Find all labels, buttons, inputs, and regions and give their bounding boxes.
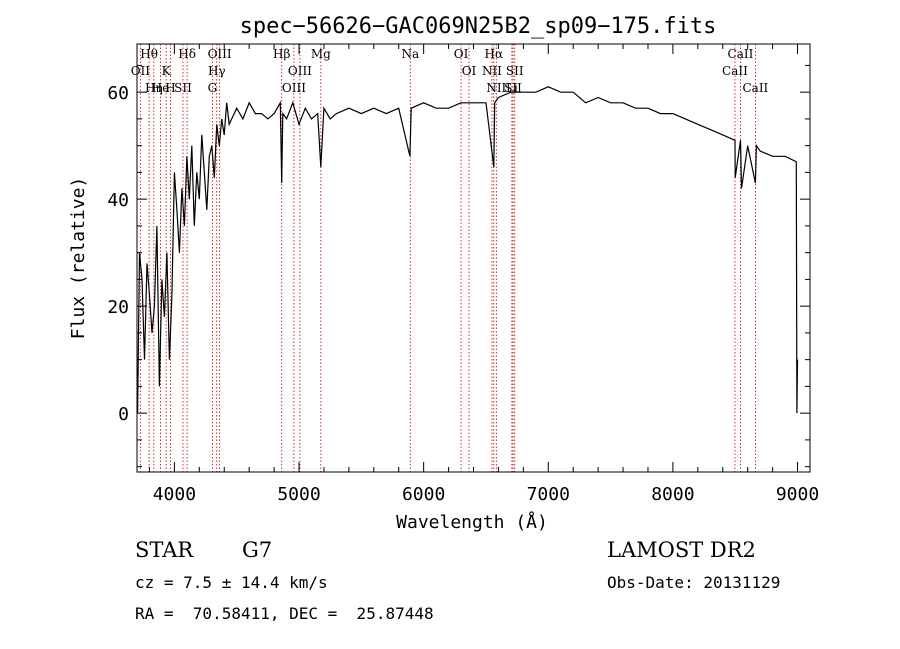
line-marker-label: SII <box>506 64 524 78</box>
object-class: STAR <box>135 538 194 562</box>
y-axis-ticks: 0 20 40 60 <box>107 64 810 468</box>
line-markers <box>139 44 756 472</box>
line-marker-label: CaII <box>742 81 768 95</box>
line-marker-label: SII <box>504 81 522 95</box>
line-marker-label: H <box>165 81 175 95</box>
line-marker-label: NII <box>482 64 502 78</box>
chart-title: spec−56626−GAC069N25B2_sp09−175.fits <box>240 14 717 39</box>
line-marker-label: Hα <box>485 47 504 61</box>
x-tick-label: 7000 <box>527 484 570 505</box>
line-marker-label: K <box>162 64 172 78</box>
line-marker-label: NII <box>486 81 506 95</box>
y-tick-label: 0 <box>118 404 129 425</box>
line-marker-label: OI <box>462 64 477 78</box>
x-tick-label: 6000 <box>402 484 445 505</box>
y-axis-label: Flux (relative) <box>68 177 89 340</box>
line-marker-label: OII <box>131 64 151 78</box>
line-marker-label: OIII <box>288 64 312 78</box>
plot-frame <box>136 43 811 473</box>
observation-date: Obs-Date: 20131129 <box>607 573 781 592</box>
line-marker-label: CaII <box>728 47 754 61</box>
redshift-velocity: cz = 7.5 ± 14.4 km/s <box>135 573 328 592</box>
y-tick-label: 60 <box>107 83 129 104</box>
line-marker-label: OI <box>454 47 469 61</box>
line-marker-label: OIII <box>282 81 306 95</box>
line-marker-label: Hθ <box>140 47 158 61</box>
spectrum-series <box>137 86 799 414</box>
x-tick-label: 5000 <box>277 484 320 505</box>
line-marker-label: OIII <box>208 47 232 61</box>
x-tick-label: 4000 <box>153 484 196 505</box>
spectral-subclass: G7 <box>242 538 273 562</box>
line-marker-label: Hβ <box>273 47 290 61</box>
y-tick-label: 20 <box>107 297 129 318</box>
spectrum-line <box>137 86 799 414</box>
x-axis-ticks: 4000 5000 6000 7000 8000 9000 <box>148 44 819 505</box>
line-marker-label: Na <box>401 47 419 61</box>
x-axis-label: Wavelength (Å) <box>396 511 548 533</box>
line-marker-label: Hη <box>145 81 163 95</box>
survey-name: LAMOST DR2 <box>607 538 756 562</box>
x-tick-label: 9000 <box>776 484 819 505</box>
line-marker-label: CaII <box>722 64 748 78</box>
line-marker-label: Hγ <box>208 64 226 78</box>
line-marker-label: G <box>208 81 218 95</box>
line-marker-labels: Hθ OII Hη K HeH Hδ SII OIII Hγ G Hβ OIII OIII Mg Na OI O… <box>131 47 769 95</box>
x-tick-label: 8000 <box>651 484 694 505</box>
coordinates: RA = 70.58411, DEC = 25.87448 <box>135 604 434 623</box>
line-marker-label: Hδ <box>178 47 196 61</box>
y-tick-label: 40 <box>107 190 129 211</box>
line-marker-label: Li <box>506 81 518 95</box>
line-marker-label: He <box>152 81 170 95</box>
line-marker-label: SII <box>174 81 192 95</box>
line-marker-label: Mg <box>311 47 331 61</box>
